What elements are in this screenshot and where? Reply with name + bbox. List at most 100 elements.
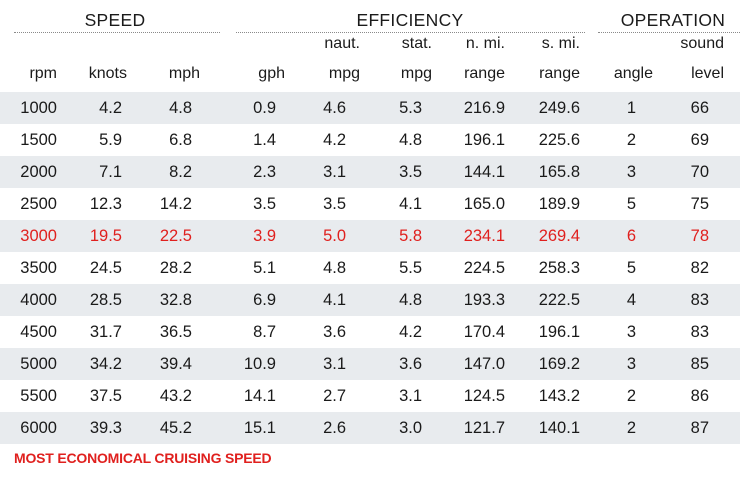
cell-smi-range: 140.1 [538, 419, 580, 437]
cell-stat-mpg: 4.8 [399, 291, 422, 309]
cell-gph: 3.9 [253, 227, 276, 245]
header-sound-line1: sound [680, 35, 724, 52]
cell-stat-mpg: 3.6 [399, 355, 422, 373]
cell-smi-range: 165.8 [538, 163, 580, 181]
cell-angle: 2 [626, 387, 636, 405]
cell-nmi-range: 193.3 [463, 291, 505, 309]
header-gph-line2: gph [258, 65, 285, 82]
cell-knots: 7.1 [99, 163, 122, 181]
cell-nmi-range: 165.0 [463, 195, 505, 213]
cell-mph: 4.8 [169, 99, 192, 117]
cell-smi-range: 225.6 [538, 131, 580, 149]
cell-angle: 2 [626, 131, 636, 149]
cell-nmi-range: 124.5 [463, 387, 505, 405]
cell-gph: 8.7 [253, 323, 276, 341]
cell-stat-mpg: 3.5 [399, 163, 422, 181]
cell-gph: 15.1 [243, 419, 276, 437]
table-row: 4000 28.5 32.8 6.9 4.1 4.8 193.3 222.5 4 83 [0, 284, 740, 316]
cell-gph: 5.1 [253, 259, 276, 277]
cell-knots: 19.5 [89, 227, 122, 245]
cell-mph: 8.2 [169, 163, 192, 181]
cell-knots: 12.3 [89, 195, 122, 213]
cell-rpm: 5000 [20, 355, 57, 373]
cell-angle: 3 [626, 355, 636, 373]
header-smi-range-line1: s. mi. [541, 35, 580, 52]
cell-knots: 24.5 [89, 259, 122, 277]
cell-rpm: 6000 [20, 419, 57, 437]
cell-rpm: 3500 [20, 259, 57, 277]
header-stat-mpg-line2: mpg [400, 65, 432, 82]
cell-rpm: 4500 [20, 323, 57, 341]
cell-stat-mpg: 5.5 [399, 259, 422, 277]
cell-rpm: 2000 [20, 163, 57, 181]
cell-mph: 39.4 [159, 355, 192, 373]
cell-knots: 31.7 [89, 323, 122, 341]
cell-rpm: 1500 [20, 131, 57, 149]
cell-mph: 32.8 [159, 291, 192, 309]
cell-mph: 36.5 [159, 323, 192, 341]
cell-gph: 6.9 [253, 291, 276, 309]
table-row-highlight: 3000 19.5 22.5 3.9 5.0 5.8 234.1 269.4 6 78 [0, 220, 740, 252]
cell-nmi-range: 144.1 [463, 163, 505, 181]
cell-knots: 39.3 [89, 419, 122, 437]
cell-mph: 45.2 [159, 419, 192, 437]
group-efficiency-rule [236, 32, 585, 33]
cell-mph: 6.8 [169, 131, 192, 149]
cell-stat-mpg: 5.8 [399, 227, 422, 245]
cell-naut-mpg: 5.0 [323, 227, 346, 245]
cell-smi-range: 258.3 [538, 259, 580, 277]
cell-stat-mpg: 4.8 [399, 131, 422, 149]
cell-rpm: 1000 [20, 99, 57, 117]
cell-nmi-range: 216.9 [463, 99, 505, 117]
cell-sound: 87 [690, 419, 709, 437]
cell-naut-mpg: 4.2 [323, 131, 346, 149]
cell-sound: 78 [690, 227, 709, 245]
cell-knots: 37.5 [89, 387, 122, 405]
cell-rpm: 2500 [20, 195, 57, 213]
header-naut-mpg-line1: naut. [324, 35, 360, 52]
cell-sound: 69 [690, 131, 709, 149]
header-rpm-line2: rpm [29, 65, 57, 82]
cell-gph: 3.5 [253, 195, 276, 213]
cell-angle: 1 [626, 99, 636, 117]
header-angle-line2: angle [613, 65, 653, 82]
cell-knots: 28.5 [89, 291, 122, 309]
cell-nmi-range: 234.1 [463, 227, 505, 245]
cell-naut-mpg: 3.6 [323, 323, 346, 341]
cell-nmi-range: 147.0 [463, 355, 505, 373]
cell-naut-mpg: 4.1 [323, 291, 346, 309]
cell-smi-range: 222.5 [538, 291, 580, 309]
cell-knots: 5.9 [99, 131, 122, 149]
cell-sound: 83 [690, 323, 709, 341]
cell-stat-mpg: 4.1 [399, 195, 422, 213]
cell-naut-mpg: 4.6 [323, 99, 346, 117]
cell-nmi-range: 170.4 [463, 323, 505, 341]
header-nmi-range-line1: n. mi. [465, 35, 505, 52]
table-row: 2500 12.3 14.2 3.5 3.5 4.1 165.0 189.9 5 75 [0, 188, 740, 220]
cell-rpm: 5500 [20, 387, 57, 405]
table-row: 5500 37.5 43.2 14.1 2.7 3.1 124.5 143.2 2 86 [0, 380, 740, 412]
table-row: 2000 7.1 8.2 2.3 3.1 3.5 144.1 165.8 3 70 [0, 156, 740, 188]
cell-nmi-range: 196.1 [463, 131, 505, 149]
cell-gph: 2.3 [253, 163, 276, 181]
cell-smi-range: 143.2 [538, 387, 580, 405]
table-row: 1500 5.9 6.8 1.4 4.2 4.8 196.1 225.6 2 69 [0, 124, 740, 156]
cell-naut-mpg: 3.1 [323, 163, 346, 181]
cell-nmi-range: 121.7 [463, 419, 505, 437]
group-speed-rule [14, 32, 220, 33]
cell-smi-range: 249.6 [538, 99, 580, 117]
cell-naut-mpg: 4.8 [323, 259, 346, 277]
header-sound-line2: level [691, 65, 724, 82]
table-row: 1000 4.2 4.8 0.9 4.6 5.3 216.9 249.6 1 66 [0, 92, 740, 124]
group-speed: SPEED [84, 10, 146, 30]
cell-mph: 22.5 [159, 227, 192, 245]
cell-angle: 5 [626, 259, 636, 277]
cell-stat-mpg: 4.2 [399, 323, 422, 341]
header-stat-mpg-line1: stat. [401, 35, 432, 52]
cell-naut-mpg: 2.6 [323, 419, 346, 437]
cell-rpm: 4000 [20, 291, 57, 309]
header-knots-line2: knots [88, 65, 127, 82]
group-operation-rule [598, 32, 740, 33]
header-smi-range-line2: range [539, 65, 580, 82]
cell-rpm: 3000 [20, 227, 57, 245]
